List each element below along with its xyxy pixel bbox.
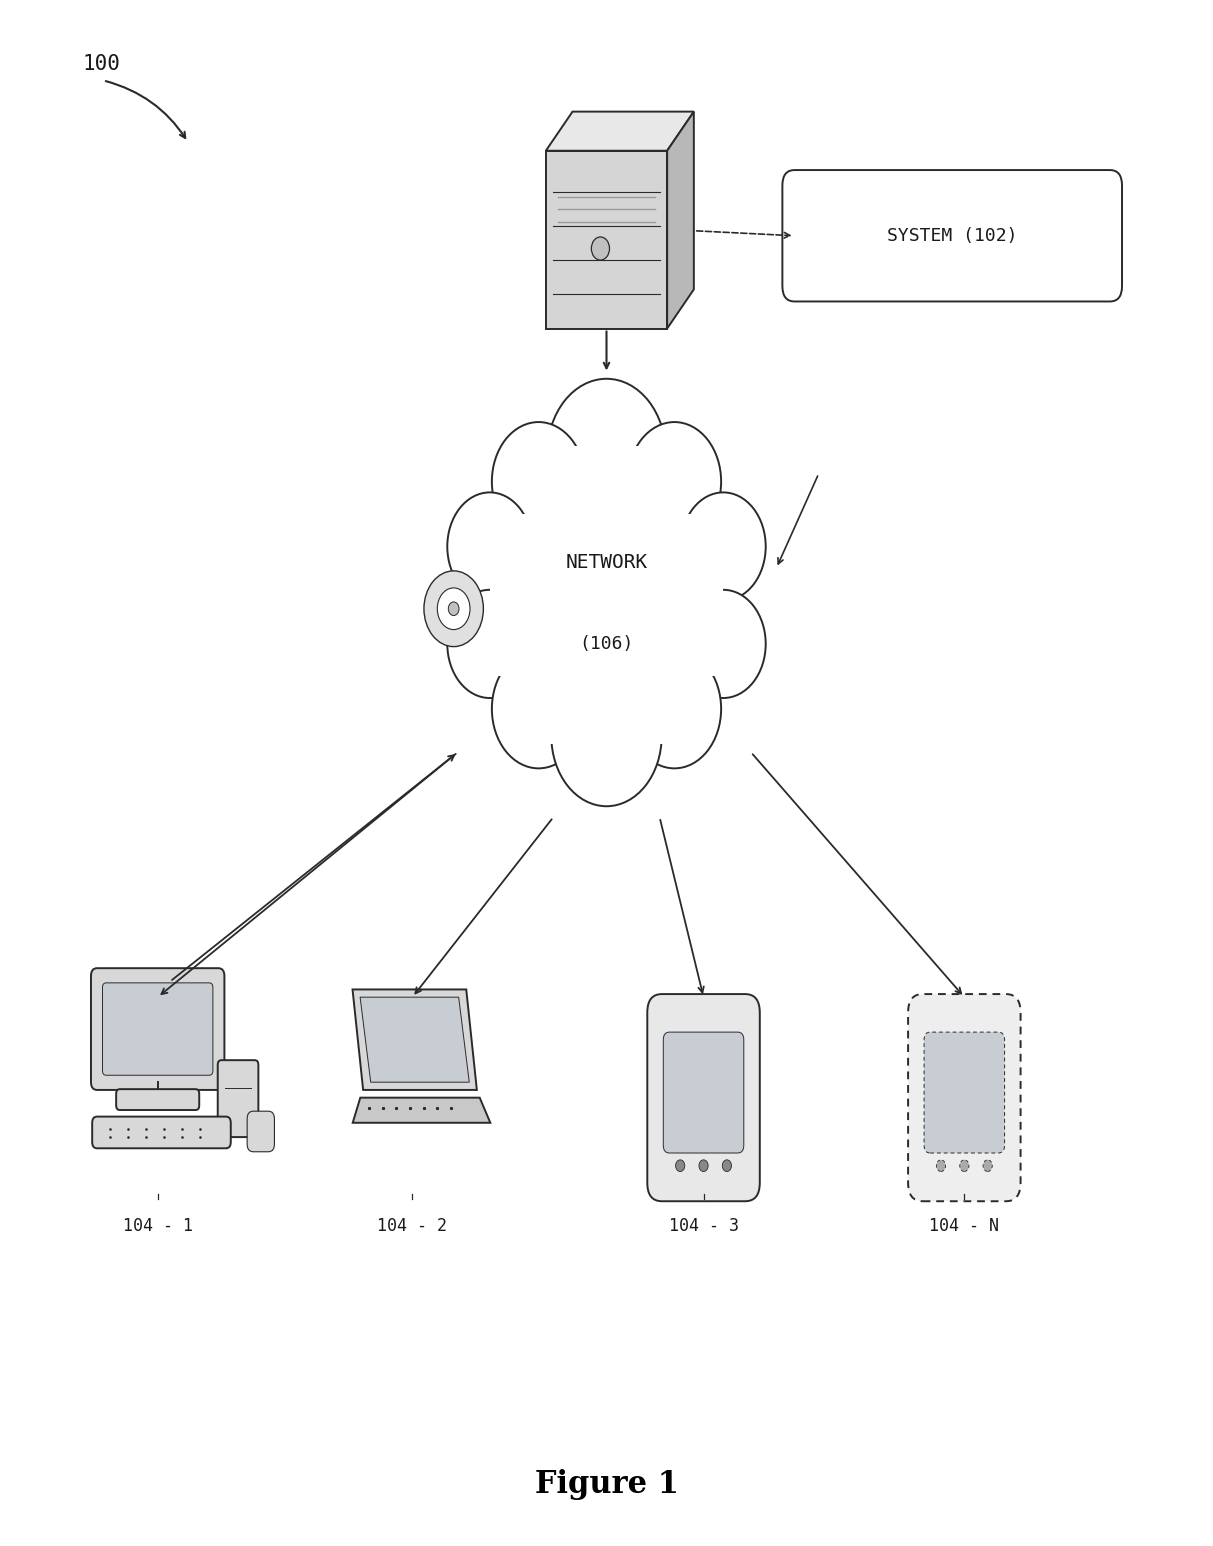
Circle shape bbox=[983, 1160, 992, 1172]
Circle shape bbox=[492, 422, 586, 541]
FancyBboxPatch shape bbox=[116, 1088, 199, 1110]
Polygon shape bbox=[546, 152, 667, 329]
FancyBboxPatch shape bbox=[102, 983, 213, 1076]
Circle shape bbox=[592, 237, 609, 260]
Circle shape bbox=[448, 493, 533, 601]
Polygon shape bbox=[353, 989, 477, 1090]
Polygon shape bbox=[353, 1098, 490, 1122]
Bar bbox=[490, 513, 723, 677]
Text: NETWORK: NETWORK bbox=[565, 553, 648, 572]
Circle shape bbox=[628, 422, 722, 541]
FancyBboxPatch shape bbox=[782, 170, 1122, 301]
Circle shape bbox=[449, 601, 459, 615]
Circle shape bbox=[680, 591, 765, 699]
Circle shape bbox=[628, 649, 722, 768]
Circle shape bbox=[547, 379, 666, 530]
Circle shape bbox=[448, 591, 533, 699]
Bar bbox=[543, 447, 670, 744]
Circle shape bbox=[676, 1160, 685, 1172]
Polygon shape bbox=[546, 111, 694, 152]
Text: Figure 1: Figure 1 bbox=[535, 1469, 678, 1500]
Polygon shape bbox=[360, 997, 469, 1082]
FancyBboxPatch shape bbox=[648, 994, 759, 1201]
FancyBboxPatch shape bbox=[924, 1033, 1004, 1153]
Text: 104 - 2: 104 - 2 bbox=[377, 1218, 448, 1235]
Text: 100: 100 bbox=[82, 54, 120, 74]
Circle shape bbox=[959, 1160, 969, 1172]
Text: 104 - 3: 104 - 3 bbox=[668, 1218, 739, 1235]
Circle shape bbox=[699, 1160, 708, 1172]
FancyBboxPatch shape bbox=[91, 968, 224, 1090]
Circle shape bbox=[511, 473, 702, 717]
Circle shape bbox=[492, 649, 586, 768]
FancyBboxPatch shape bbox=[92, 1116, 230, 1149]
Polygon shape bbox=[667, 111, 694, 329]
FancyBboxPatch shape bbox=[247, 1112, 274, 1152]
Text: 104 - 1: 104 - 1 bbox=[123, 1218, 193, 1235]
Circle shape bbox=[438, 587, 469, 629]
Text: SYSTEM (102): SYSTEM (102) bbox=[887, 227, 1018, 244]
FancyBboxPatch shape bbox=[909, 994, 1020, 1201]
Text: (106): (106) bbox=[580, 635, 633, 652]
Circle shape bbox=[936, 1160, 946, 1172]
FancyBboxPatch shape bbox=[664, 1033, 744, 1153]
Text: 104 - N: 104 - N bbox=[929, 1218, 1000, 1235]
Circle shape bbox=[722, 1160, 731, 1172]
Circle shape bbox=[551, 665, 662, 807]
Circle shape bbox=[680, 493, 765, 601]
FancyBboxPatch shape bbox=[218, 1061, 258, 1138]
Circle shape bbox=[423, 570, 483, 646]
